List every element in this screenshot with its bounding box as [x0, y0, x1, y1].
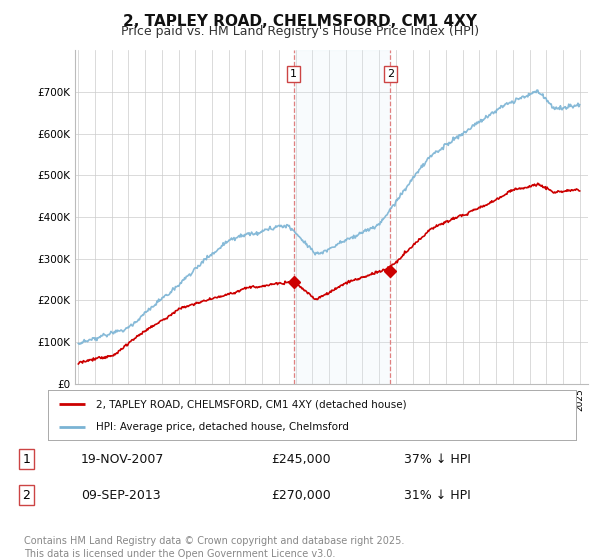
- Text: 1: 1: [290, 69, 297, 79]
- Text: £270,000: £270,000: [271, 489, 331, 502]
- Text: 19-NOV-2007: 19-NOV-2007: [81, 452, 164, 465]
- Text: 1: 1: [22, 452, 31, 465]
- Text: 2, TAPLEY ROAD, CHELMSFORD, CM1 4XY: 2, TAPLEY ROAD, CHELMSFORD, CM1 4XY: [123, 14, 477, 29]
- Text: 2: 2: [22, 489, 31, 502]
- Text: Contains HM Land Registry data © Crown copyright and database right 2025.
This d: Contains HM Land Registry data © Crown c…: [24, 536, 404, 559]
- Bar: [293, 50, 391, 384]
- Text: Price paid vs. HM Land Registry's House Price Index (HPI): Price paid vs. HM Land Registry's House …: [121, 25, 479, 38]
- Text: HPI: Average price, detached house, Chelmsford: HPI: Average price, detached house, Chel…: [95, 422, 349, 432]
- Text: 2, TAPLEY ROAD, CHELMSFORD, CM1 4XY (detached house): 2, TAPLEY ROAD, CHELMSFORD, CM1 4XY (det…: [95, 399, 406, 409]
- Text: 2: 2: [387, 69, 394, 79]
- Text: 37% ↓ HPI: 37% ↓ HPI: [404, 452, 470, 465]
- Text: 09-SEP-2013: 09-SEP-2013: [81, 489, 161, 502]
- Text: 31% ↓ HPI: 31% ↓ HPI: [404, 489, 470, 502]
- Text: £245,000: £245,000: [271, 452, 331, 465]
